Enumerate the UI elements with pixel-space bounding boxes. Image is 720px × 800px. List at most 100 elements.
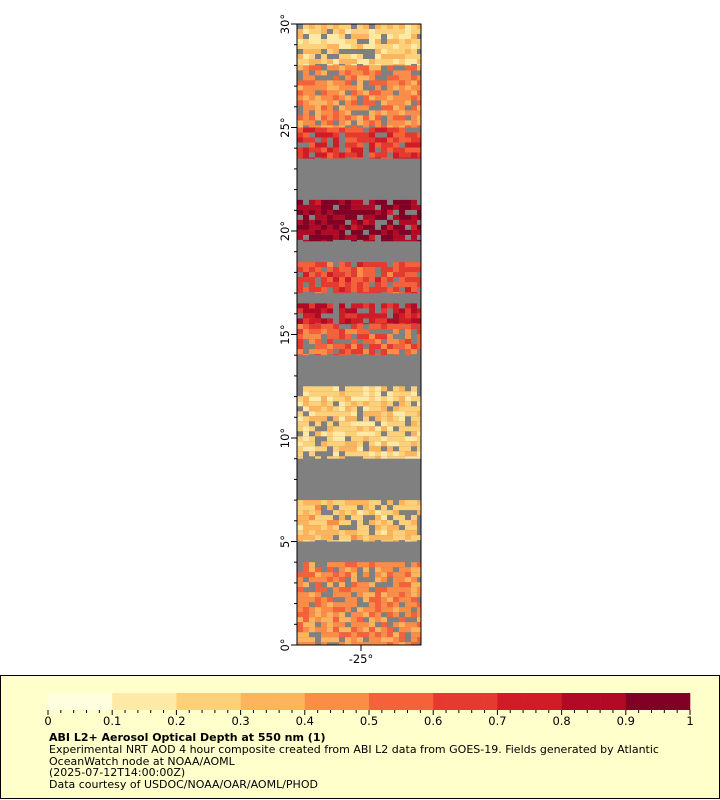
lat-tick-label: 20° (278, 221, 292, 241)
aod-cell (339, 125, 345, 128)
aod-cell (327, 49, 333, 54)
aod-cell (321, 292, 327, 294)
aod-cell (381, 441, 387, 447)
aod-cell (309, 451, 315, 457)
aod-cell (387, 451, 393, 457)
aod-cell (339, 262, 345, 268)
aod-cell (333, 39, 339, 44)
aod-cell (405, 64, 411, 66)
aod-cell (399, 157, 405, 159)
aod-cell (345, 292, 351, 294)
aod-cell (405, 520, 411, 526)
aod-cell (363, 209, 369, 215)
aod-cell (369, 229, 375, 235)
aod-cell (363, 627, 369, 633)
aod-cell (417, 214, 421, 220)
aod-cell (411, 267, 417, 273)
aod-cell (321, 349, 327, 355)
aod-cell (369, 147, 375, 153)
aod-cell (417, 308, 421, 314)
aod-cell (405, 597, 411, 603)
aod-cell (363, 120, 369, 126)
aod-cell (369, 64, 375, 66)
aod-cell (405, 354, 411, 356)
aod-cell (309, 65, 315, 71)
aod-cell (411, 110, 417, 116)
aod-cell (321, 323, 327, 325)
aod-cell (381, 239, 387, 242)
aod-cell (405, 577, 411, 583)
colorbar-cell (548, 693, 562, 710)
aod-cell (375, 354, 381, 356)
aod-cell (333, 431, 339, 437)
aod-cell (315, 29, 321, 34)
aod-cell (363, 29, 369, 34)
aod-cell (297, 324, 303, 330)
aod-cell (303, 431, 309, 437)
aod-cell (297, 612, 303, 618)
aod-cell (303, 209, 309, 215)
aod-cell (333, 612, 339, 618)
aod-cell (375, 617, 381, 623)
aod-cell (339, 277, 345, 283)
aod-cell (369, 562, 375, 568)
aod-cell (315, 49, 321, 54)
aod-cell (303, 386, 309, 392)
aod-map-plot-area (297, 24, 421, 645)
aod-cell (339, 406, 345, 412)
aod-cell (399, 582, 405, 588)
aod-map-figure: 0°5°10°15°20°25°30° -25° (278, 14, 422, 666)
aod-cell (363, 239, 369, 242)
aod-cell (393, 436, 399, 442)
aod-cell (387, 157, 393, 159)
aod-cell (405, 132, 411, 138)
aod-cell (411, 592, 417, 598)
aod-cell (339, 446, 345, 452)
aod-cell (297, 209, 303, 215)
aod-cell (387, 540, 393, 542)
aod-cell (381, 401, 387, 407)
aod-cell (405, 75, 411, 81)
aod-cell (375, 456, 381, 459)
aod-cell (309, 90, 315, 96)
aod-cell (345, 421, 351, 427)
aod-cell (381, 224, 387, 230)
aod-cell (369, 642, 375, 645)
aod-cell (381, 24, 387, 29)
aod-cell (309, 59, 315, 64)
aod-cell (399, 234, 405, 240)
colorbar-cell (48, 693, 62, 710)
aod-cell (411, 456, 417, 459)
aod-cell (417, 324, 421, 330)
aod-cell (393, 406, 399, 412)
aod-cell (357, 90, 363, 96)
aod-cell (381, 267, 387, 273)
aod-cell (417, 147, 421, 153)
aod-cell (339, 303, 345, 309)
aod-cell (345, 24, 351, 29)
aod-cell (357, 318, 363, 324)
aod-cell (345, 64, 351, 66)
aod-cell (315, 530, 321, 536)
aod-cell (303, 115, 309, 121)
aod-cell (405, 303, 411, 309)
aod-cell (309, 441, 315, 447)
aod-cell (327, 540, 333, 542)
aod-cell (411, 137, 417, 143)
aod-cell (357, 85, 363, 91)
aod-cell (369, 627, 375, 633)
aod-cell (411, 105, 417, 111)
aod-band (297, 127, 421, 159)
aod-cell (357, 142, 363, 148)
aod-cell (399, 339, 405, 345)
aod-cell (399, 597, 405, 603)
aod-cell (405, 239, 411, 242)
aod-cell (345, 39, 351, 44)
aod-cell (321, 110, 327, 116)
aod-cell (321, 308, 327, 314)
aod-cell (387, 349, 393, 355)
aod-cell (309, 607, 315, 613)
aod-cell (387, 344, 393, 350)
aod-cell (411, 59, 417, 64)
aod-cell (411, 224, 417, 230)
